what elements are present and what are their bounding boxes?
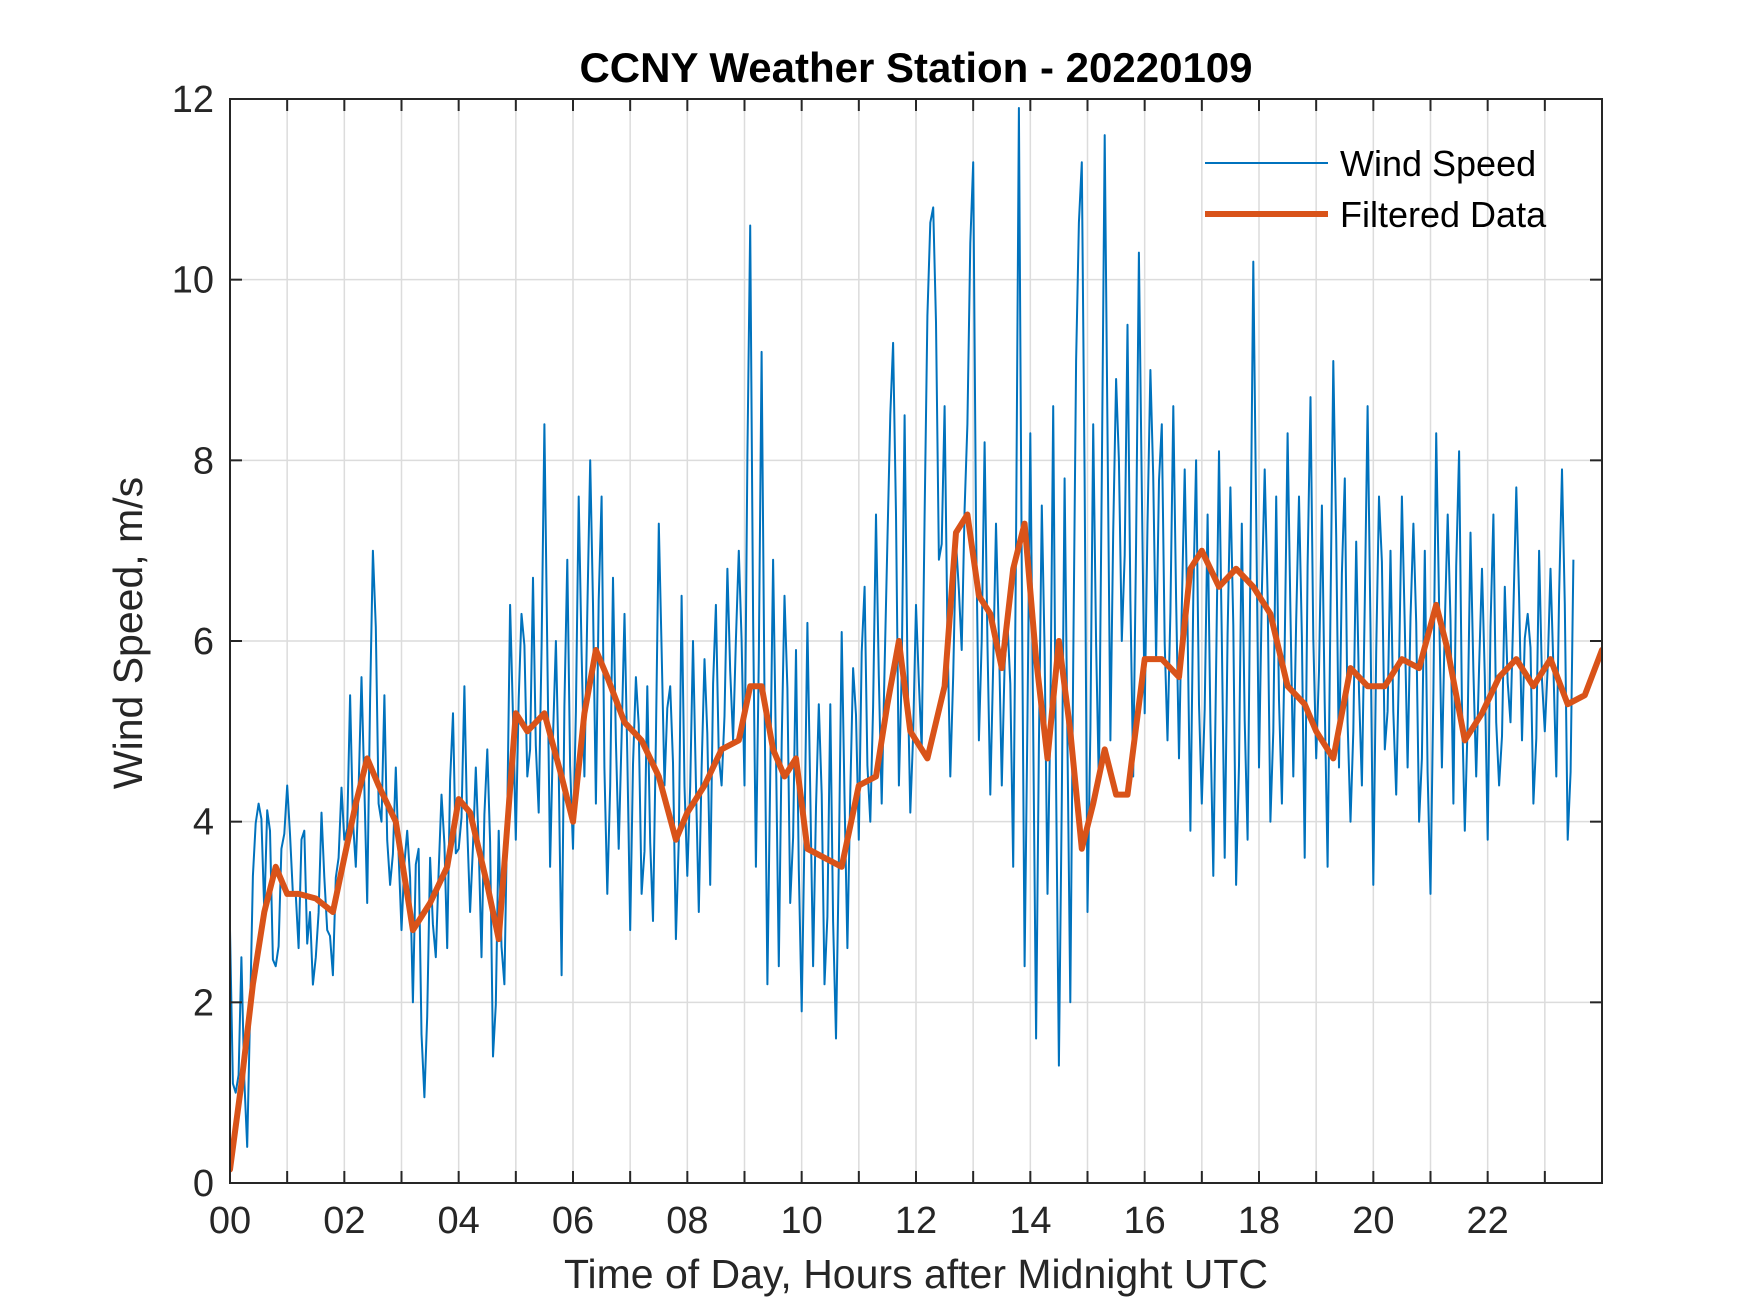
y-tick-label: 6 — [193, 621, 214, 663]
x-tick-label: 04 — [438, 1200, 480, 1242]
x-tick-label: 02 — [323, 1200, 365, 1242]
y-axis-label: Wind Speed, m/s — [105, 477, 151, 789]
chart-title: CCNY Weather Station - 20220109 — [579, 44, 1252, 91]
x-tick-labels: 00 02 04 06 08 10 12 14 16 18 20 22 — [209, 1200, 1509, 1242]
legend-label-filtered-data: Filtered Data — [1340, 194, 1547, 235]
legend: Wind Speed Filtered Data — [1205, 143, 1547, 235]
x-axis-label: Time of Day, Hours after Midnight UTC — [564, 1251, 1268, 1297]
x-tick-label: 08 — [666, 1200, 708, 1242]
y-tick-label: 0 — [193, 1163, 214, 1205]
x-tick-label: 22 — [1467, 1200, 1509, 1242]
y-tick-labels: 0 2 4 6 8 10 12 — [172, 79, 214, 1205]
legend-label-wind-speed: Wind Speed — [1340, 143, 1536, 184]
x-tick-label: 14 — [1009, 1200, 1051, 1242]
x-tick-label: 10 — [781, 1200, 823, 1242]
x-tick-label: 00 — [209, 1200, 251, 1242]
x-tick-label: 12 — [895, 1200, 937, 1242]
y-tick-label: 2 — [193, 982, 214, 1024]
x-tick-label: 06 — [552, 1200, 594, 1242]
axis-ticks — [229, 98, 1603, 1184]
series-filtered-data-line — [230, 511, 1602, 1173]
y-tick-label: 12 — [172, 79, 214, 121]
x-tick-label: 18 — [1238, 1200, 1280, 1242]
y-tick-label: 10 — [172, 260, 214, 302]
y-tick-label: 8 — [193, 440, 214, 482]
y-tick-label: 4 — [193, 802, 214, 844]
x-tick-label: 20 — [1352, 1200, 1394, 1242]
x-tick-label: 16 — [1124, 1200, 1166, 1242]
